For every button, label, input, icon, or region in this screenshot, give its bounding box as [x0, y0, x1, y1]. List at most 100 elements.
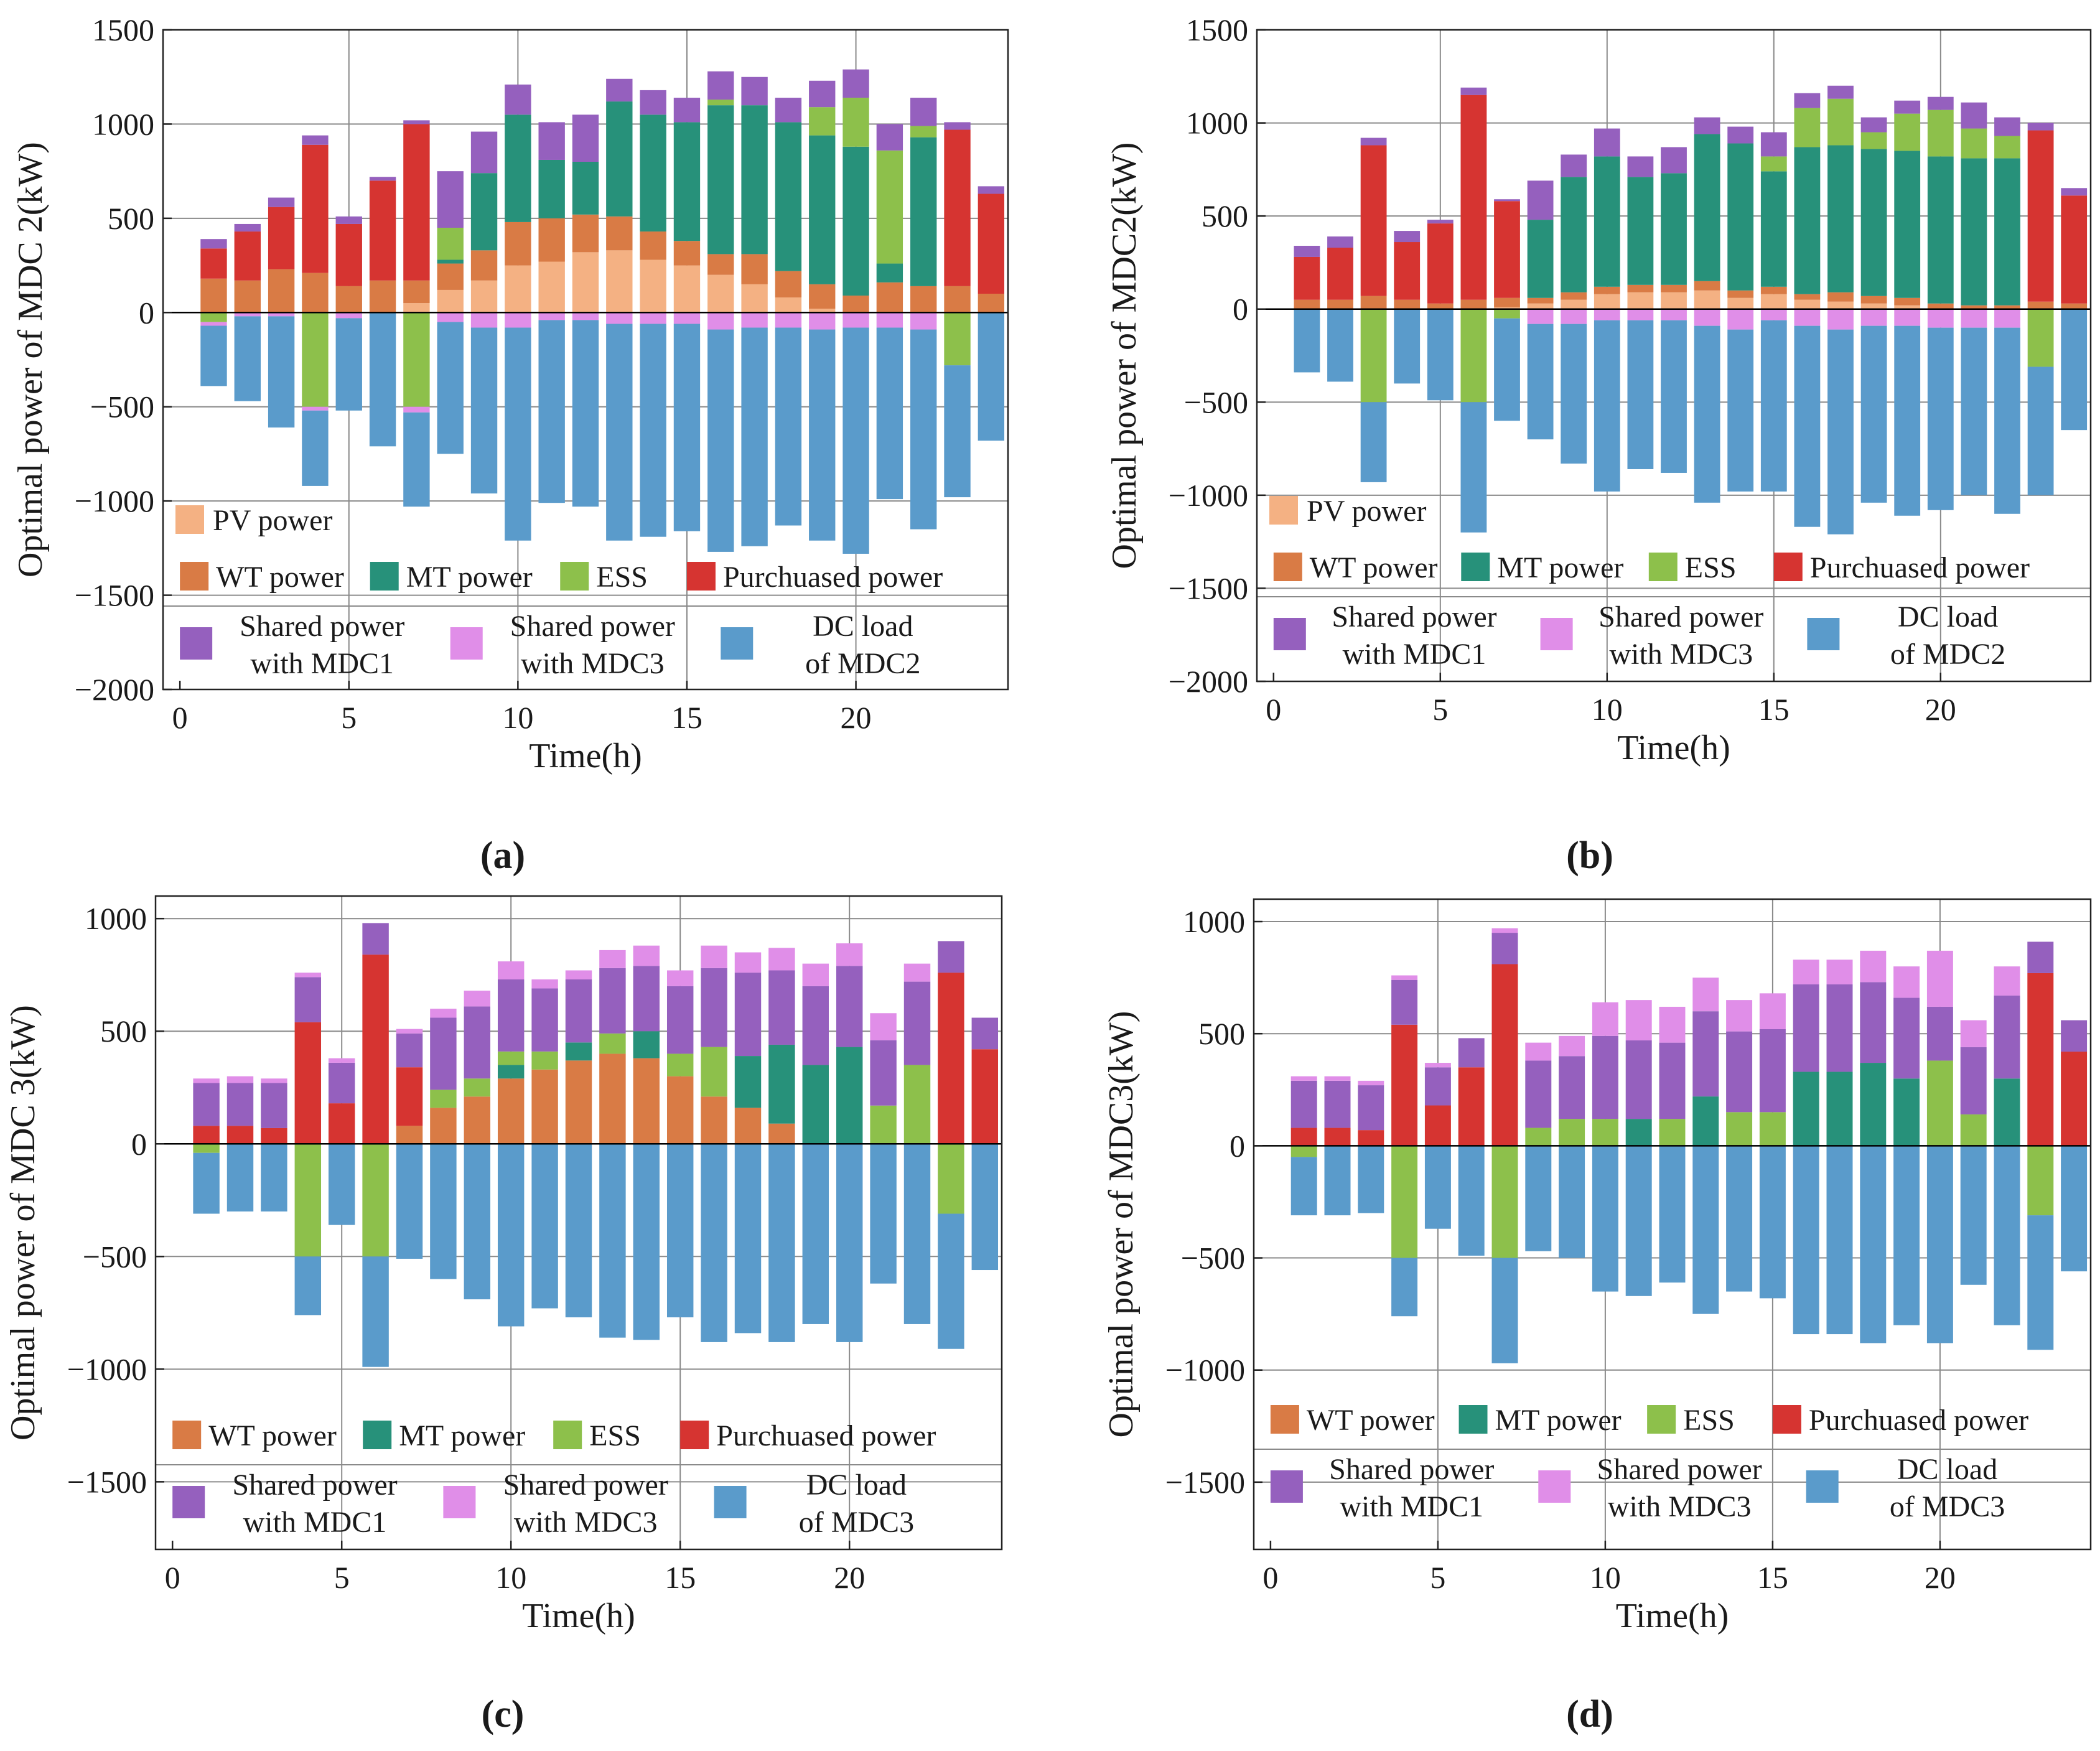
bar-segment [1794, 299, 1821, 309]
bar-segment [1860, 950, 1887, 983]
bar-segment [1324, 1146, 1351, 1216]
bar-segment [470, 312, 498, 328]
x-axis-label: Time(h) [522, 1597, 635, 1635]
y-axis-label: Optimal power of MDC2(kW) [1105, 142, 1144, 569]
x-tick-label: 5 [1430, 1560, 1445, 1595]
bar-segment [268, 197, 295, 207]
legend-label: MT power [406, 561, 533, 594]
bar-segment [1827, 301, 1854, 309]
bar-segment [1827, 145, 1854, 292]
bar-segment [606, 324, 633, 541]
bar-segment [200, 322, 227, 326]
bar-segment [1627, 177, 1654, 285]
bar-segment [1994, 117, 2020, 136]
bar-segment [971, 1144, 999, 1271]
legend-swatch [1270, 1470, 1303, 1503]
bar-segment [261, 1083, 287, 1128]
bar-segment [470, 131, 498, 174]
bar-segment [1994, 1146, 2020, 1325]
bar-segment [836, 966, 863, 1047]
bar-segment [836, 1047, 863, 1144]
bar-segment [261, 1128, 287, 1144]
bar-segment [538, 159, 565, 218]
panel-b: PV power WT power MT power ESS Purchuased po… [1105, 12, 2092, 877]
bar-segment [633, 1058, 660, 1144]
bar-segment [1327, 309, 1353, 382]
legend-label: MT power [399, 1419, 525, 1452]
legend-label: DC load [1898, 600, 1998, 633]
bar-segment [531, 979, 558, 989]
plot-frame [154, 895, 1003, 1551]
legend-label: Purchuased power [716, 1419, 936, 1452]
bar-segment [640, 259, 666, 313]
bar-segment [910, 329, 937, 530]
bar-segment [1661, 309, 1687, 320]
bar-segment [599, 968, 626, 1034]
bar-segment [701, 1144, 727, 1342]
bar-segment [1458, 1067, 1485, 1146]
bar-segment [1994, 1078, 2020, 1146]
bar-segment [1324, 1128, 1351, 1146]
plot-frame [162, 29, 1009, 691]
bar-segment [640, 114, 666, 232]
x-axis-label: Time(h) [529, 737, 642, 775]
bar-segment [497, 961, 525, 979]
bar-segment [396, 1067, 423, 1126]
bar-segment [1894, 325, 1921, 516]
legend-label: MT power [1497, 551, 1623, 584]
bar-segment [335, 286, 362, 313]
legend-label: MT power [1495, 1404, 1622, 1437]
bar-segment [1491, 1258, 1518, 1363]
bar-segment [606, 216, 633, 251]
bar-segment [1527, 303, 1554, 309]
bar-segment [2027, 1215, 2054, 1350]
bar-segment [328, 1144, 355, 1225]
bar-segment [1826, 1146, 1853, 1335]
bar-segment [802, 986, 829, 1065]
bar-segment [741, 254, 768, 284]
y-tick-label: 0 [131, 1126, 147, 1161]
bar-segment [1960, 1146, 1987, 1285]
bar-segment [328, 1062, 355, 1104]
bar-segment [1494, 318, 1520, 421]
bar-segment [666, 1076, 694, 1144]
bar-segment [1694, 117, 1720, 134]
bar-segment [944, 365, 971, 498]
bar-segment [1692, 1146, 1719, 1314]
bar-segment [1391, 975, 1418, 980]
bar-segment [1793, 984, 1819, 1072]
bar-segment [464, 991, 491, 1007]
bar-segment [403, 406, 430, 413]
bar-segment [1494, 297, 1520, 307]
bar-segment [842, 327, 869, 554]
bar-segment [633, 1144, 660, 1340]
bar-segment [403, 312, 430, 407]
bar-segment [836, 1144, 863, 1342]
bar-segment [1394, 309, 1421, 384]
bar-segment [565, 1042, 592, 1061]
bar-segment [1659, 1042, 1686, 1119]
panel-a: PV power WT power MT power ESS Purchuased po… [11, 12, 1009, 877]
bar-segment [1460, 95, 1487, 300]
bar-segment [1527, 309, 1554, 324]
bar-segment [1559, 1119, 1585, 1146]
bar-segment [1458, 1038, 1485, 1068]
bar-segment [565, 970, 592, 979]
y-tick-label: −2000 [1169, 664, 1248, 699]
bar-segment [734, 952, 762, 973]
bar-segment [1427, 220, 1454, 224]
bar-segment [1827, 98, 1854, 146]
legend-label: Shared power [1329, 1453, 1494, 1486]
y-tick-label: −1500 [67, 1464, 147, 1499]
y-tick-label: 1000 [1183, 904, 1245, 939]
bar-segment [1594, 286, 1620, 294]
x-tick-label: 10 [1592, 692, 1623, 727]
x-tick-label: 15 [671, 700, 702, 735]
bar-segment [640, 231, 666, 260]
bar-segment [268, 312, 295, 317]
bar-segment [572, 320, 599, 507]
bar-segment [1561, 177, 1587, 292]
bar-segment [396, 1144, 423, 1259]
bar-segment [1893, 1146, 1920, 1325]
